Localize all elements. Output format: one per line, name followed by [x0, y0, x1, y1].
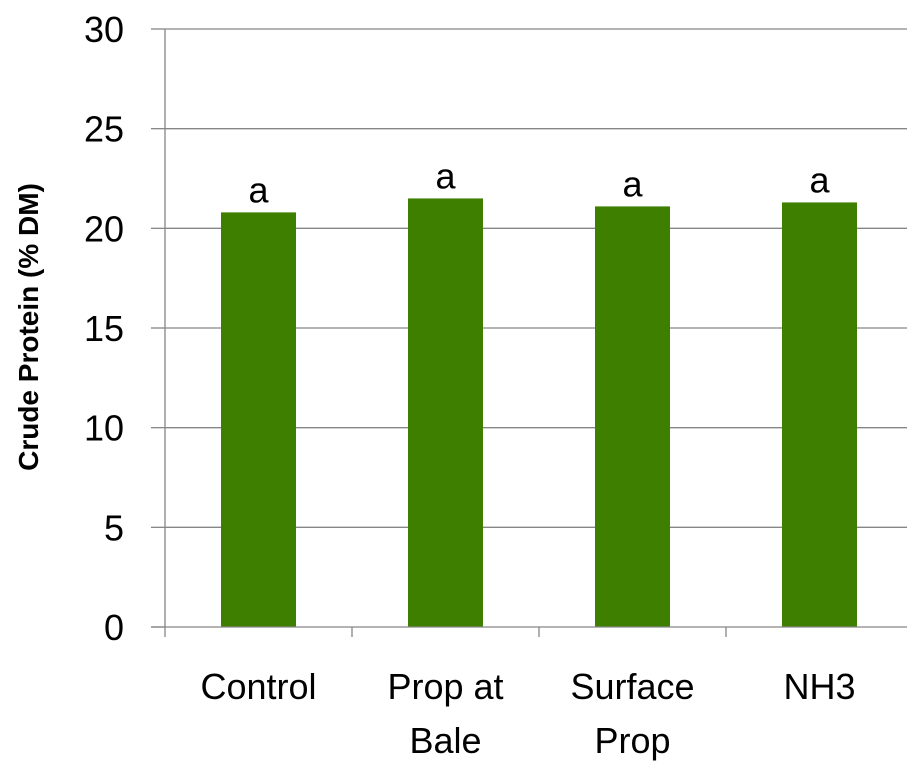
y-axis-ticks: 0 5 10 15 20 25 30: [84, 9, 165, 648]
x-axis: [151, 29, 907, 637]
data-label: a: [435, 155, 456, 196]
bar: [221, 212, 296, 628]
x-tick-label: NH3: [783, 666, 855, 707]
y-axis-title: Crude Protein (% DM): [13, 183, 44, 471]
x-tick-label: Bale: [409, 720, 481, 761]
bar: [782, 202, 857, 628]
x-axis-labels: Control Prop at Bale Surface Prop NH3: [200, 666, 855, 761]
y-tick-label: 25: [84, 109, 124, 150]
x-tick-label: Surface: [570, 666, 694, 707]
y-tick-label: 15: [84, 308, 124, 349]
data-label: a: [622, 163, 643, 204]
data-label: a: [809, 159, 830, 200]
y-tick-label: 20: [84, 208, 124, 249]
y-tick-label: 0: [104, 607, 124, 648]
x-tick-label: Control: [200, 666, 316, 707]
x-tick-label: Prop at: [387, 666, 503, 707]
data-label: a: [248, 169, 269, 210]
bar: [595, 206, 670, 627]
y-tick-label: 10: [84, 408, 124, 449]
bars: [221, 198, 857, 628]
y-tick-label: 30: [84, 9, 124, 50]
bar: [408, 198, 483, 627]
x-tick-label: Prop: [594, 720, 670, 761]
y-tick-label: 5: [104, 507, 124, 548]
